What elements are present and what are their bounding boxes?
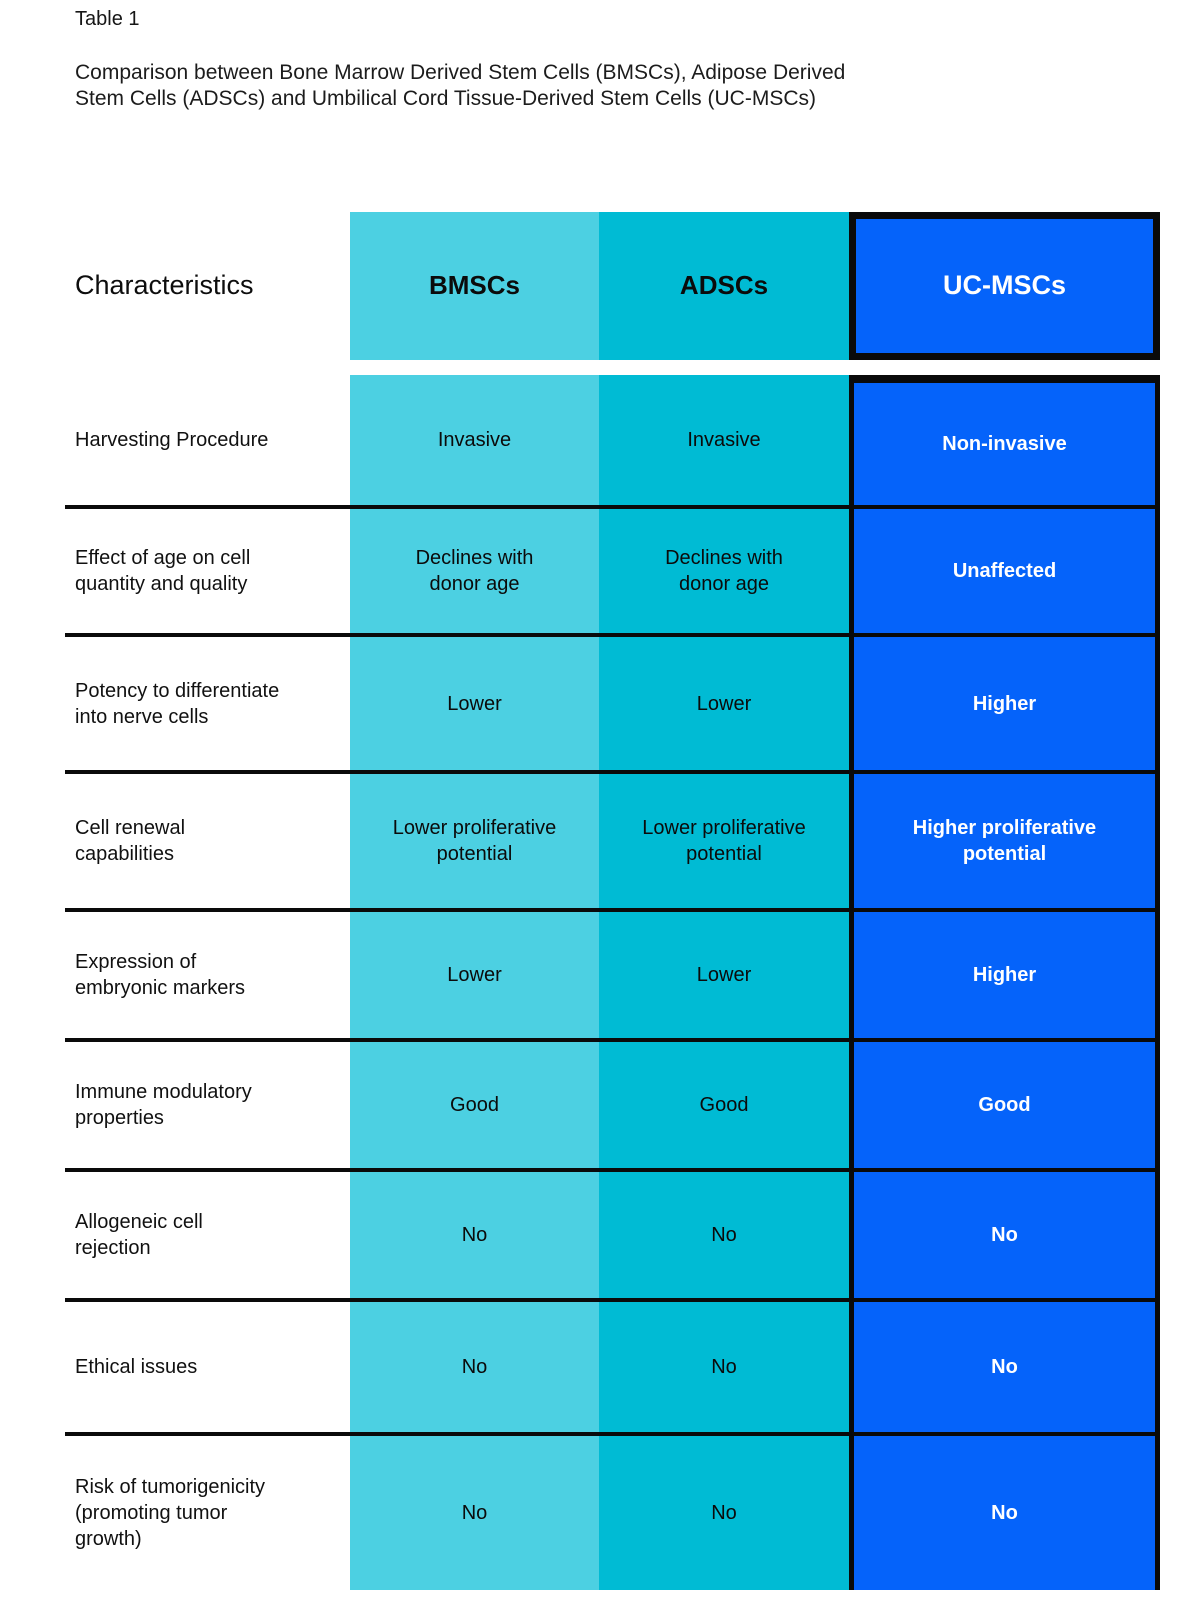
table-number: Table 1 [75,8,140,30]
row-label-ethical-issues: Ethical issues [65,1298,350,1432]
bmsc-cell: Good [350,1038,599,1168]
comparison-table: Characteristics BMSCs ADSCs UC-MSCs Harv… [65,212,1160,1590]
ucmsc-cell: Non-invasive [849,375,1160,505]
ucmsc-cell: Higher proliferative potential [849,770,1160,908]
bmsc-cell: No [350,1168,599,1298]
adsc-cell: Lower [599,633,849,770]
adsc-cell: Declines with donor age [599,505,849,633]
column-header-characteristics: Characteristics [75,270,254,301]
row-label-embryonic-markers: Expression of embryonic markers [65,908,350,1038]
ucmsc-cell: No [849,1168,1160,1298]
column-header-uc-mscs: UC-MSCs [849,212,1160,360]
row-label-allogeneic-rejection: Allogeneic cell rejection [65,1168,350,1298]
bmsc-cell: Lower [350,633,599,770]
adsc-cell: Lower [599,908,849,1038]
column-header-bmscs: BMSCs [350,212,599,360]
row-label-potency-nerve-cells: Potency to differentiate into nerve cell… [65,633,350,770]
ucmsc-cell: Unaffected [849,505,1160,633]
ucmsc-cell: No [849,1432,1160,1590]
adsc-cell: Lower proliferative potential [599,770,849,908]
column-header-adscs: ADSCs [599,212,849,360]
ucmsc-cell: Higher [849,633,1160,770]
ucmsc-cell: Higher [849,908,1160,1038]
row-label-tumorigenicity: Risk of tumorigenicity (promoting tumor … [65,1432,350,1590]
row-label-effect-of-age: Effect of age on cell quantity and quali… [65,505,350,633]
bmsc-cell: Declines with donor age [350,505,599,633]
row-label-harvesting-procedure: Harvesting Procedure [75,429,269,451]
ucmsc-cell: No [849,1298,1160,1432]
adsc-cell: No [599,1168,849,1298]
table-caption: Comparison between Bone Marrow Derived S… [75,61,846,111]
row-label-cell-renewal: Cell renewal capabilities [65,770,350,908]
header-body-gap [65,360,1160,375]
bmsc-cell: Lower [350,908,599,1038]
bmsc-cell: No [350,1432,599,1590]
ucmsc-cell: Good [849,1038,1160,1168]
bmsc-cell: Lower proliferative potential [350,770,599,908]
bmsc-cell: Invasive [350,375,599,505]
row-label-immune-modulatory: Immune modulatory properties [65,1038,350,1168]
adsc-cell: No [599,1432,849,1590]
adsc-cell: Good [599,1038,849,1168]
bmsc-cell: No [350,1298,599,1432]
adsc-cell: Invasive [599,375,849,505]
adsc-cell: No [599,1298,849,1432]
